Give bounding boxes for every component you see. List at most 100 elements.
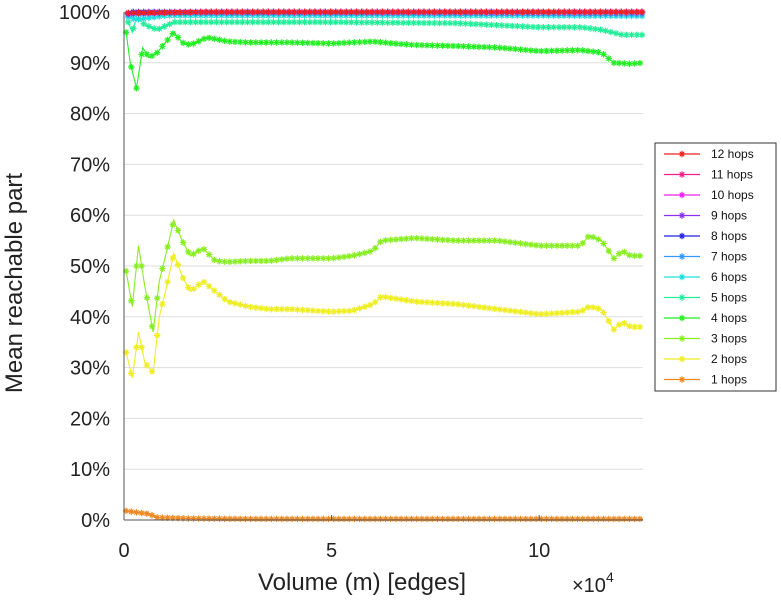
series-marker-7-81	[545, 24, 552, 31]
series-marker-10-32	[288, 306, 296, 313]
series-marker-11-87	[574, 515, 581, 523]
series-marker-8-7	[159, 43, 166, 50]
series-marker-8-47	[366, 38, 374, 45]
series-marker-11-32	[288, 515, 296, 523]
series-marker-0-75	[514, 8, 521, 16]
series-marker-10-43	[346, 307, 353, 315]
series-marker-9-48	[371, 245, 379, 252]
series-marker-8-90	[589, 48, 597, 55]
series-marker-0-46	[363, 8, 371, 16]
series-marker-7-25	[254, 18, 262, 26]
series-marker-11-29	[273, 515, 280, 523]
series-marker-11-56	[413, 515, 420, 523]
series-marker-9-33	[294, 255, 301, 262]
series-marker-8-24	[247, 39, 254, 46]
series-marker-8-14	[195, 38, 202, 45]
series-marker-9-25	[252, 257, 260, 265]
series-marker-7-99	[638, 31, 646, 39]
series-marker-8-28	[268, 39, 275, 46]
series-marker-11-51	[387, 515, 394, 523]
series-marker-7-62	[446, 19, 454, 27]
legend-label-2: 10 hops	[711, 188, 754, 202]
series-marker-0-61	[441, 8, 448, 16]
series-marker-9-86	[569, 242, 576, 249]
series-marker-10-5	[148, 368, 156, 375]
legend-entry-6: 6 hops	[664, 270, 747, 284]
series-marker-10-87	[574, 308, 581, 316]
series-marker-10-35	[304, 307, 311, 314]
series-marker-7-88	[581, 24, 589, 31]
series-marker-10-24	[247, 303, 254, 311]
series-marker-10-51	[387, 294, 394, 302]
x-multiplier-exponent: 4	[606, 569, 614, 585]
series-marker-10-31	[283, 305, 291, 313]
series-marker-7-47	[368, 19, 376, 26]
series-marker-10-67	[470, 303, 478, 310]
series-marker-0-15	[202, 8, 210, 16]
series-marker-8-83	[553, 47, 561, 54]
series-marker-10-47	[366, 301, 374, 309]
series-marker-9-78	[527, 241, 535, 248]
legend-label-4: 8 hops	[711, 229, 747, 243]
y-tick-label-9: 90%	[70, 53, 110, 75]
legend-entry-7: 5 hops	[664, 291, 747, 305]
series-marker-8-48	[371, 38, 379, 45]
series-marker-9-92	[600, 240, 607, 247]
series-marker-10-12	[185, 284, 192, 291]
series-marker-10-70	[486, 304, 493, 312]
series-marker-10-7	[159, 300, 166, 308]
series-marker-0-57	[420, 8, 428, 16]
series-marker-7-41	[337, 19, 345, 26]
series-marker-7-52	[394, 19, 402, 26]
series-marker-10-23	[242, 302, 249, 310]
series-marker-8-46	[361, 38, 369, 46]
series-marker-0-20	[228, 8, 236, 16]
series-marker-0-83	[555, 8, 563, 16]
series-marker-11-69	[480, 515, 488, 523]
series-marker-7-53	[400, 19, 407, 26]
series-marker-9-90	[589, 234, 597, 241]
legend-swatch-marker-8	[678, 314, 686, 322]
series-marker-11-2	[133, 509, 140, 516]
axes	[123, 12, 643, 521]
series-marker-10-74	[506, 307, 514, 314]
series-marker-0-84	[560, 8, 568, 16]
series-marker-8-10	[174, 34, 182, 41]
series-marker-11-55	[408, 515, 415, 523]
series-marker-10-60	[434, 299, 441, 307]
series-marker-11-15	[200, 515, 208, 522]
series-marker-7-50	[384, 19, 391, 26]
series-marker-9-95	[615, 250, 623, 257]
series-marker-7-96	[623, 31, 630, 39]
series-marker-0-26	[259, 8, 267, 16]
series-marker-10-45	[356, 305, 363, 312]
series-marker-11-60	[434, 515, 441, 523]
x-tick-label-1: 5	[326, 540, 337, 562]
series-marker-10-84	[558, 309, 566, 317]
series-marker-8-92	[600, 51, 607, 58]
series-marker-9-30	[278, 256, 285, 263]
series-marker-8-31	[283, 39, 291, 46]
series-marker-10-36	[309, 307, 317, 314]
series-marker-8-11	[179, 39, 187, 46]
series-marker-10-92	[600, 309, 607, 316]
series-marker-0-63	[451, 8, 459, 16]
series-marker-0-22	[239, 8, 246, 16]
series-marker-7-16	[207, 18, 215, 26]
series-marker-0-21	[233, 8, 241, 16]
series-marker-0-70	[488, 8, 495, 16]
series-marker-8-6	[154, 49, 161, 56]
series-marker-9-39	[325, 255, 332, 262]
series-marker-10-1	[128, 370, 135, 377]
series-marker-8-51	[387, 39, 394, 47]
series-marker-10-3	[138, 344, 145, 351]
series-marker-11-97	[626, 515, 633, 523]
series-marker-9-32	[288, 255, 296, 262]
series-marker-11-22	[237, 515, 244, 523]
series-marker-11-71	[491, 515, 498, 523]
series-marker-7-89	[586, 25, 594, 32]
legend-label-5: 7 hops	[711, 250, 747, 264]
series-marker-7-8	[166, 20, 173, 28]
series-marker-10-73	[501, 306, 509, 314]
series-marker-11-16	[205, 515, 213, 522]
